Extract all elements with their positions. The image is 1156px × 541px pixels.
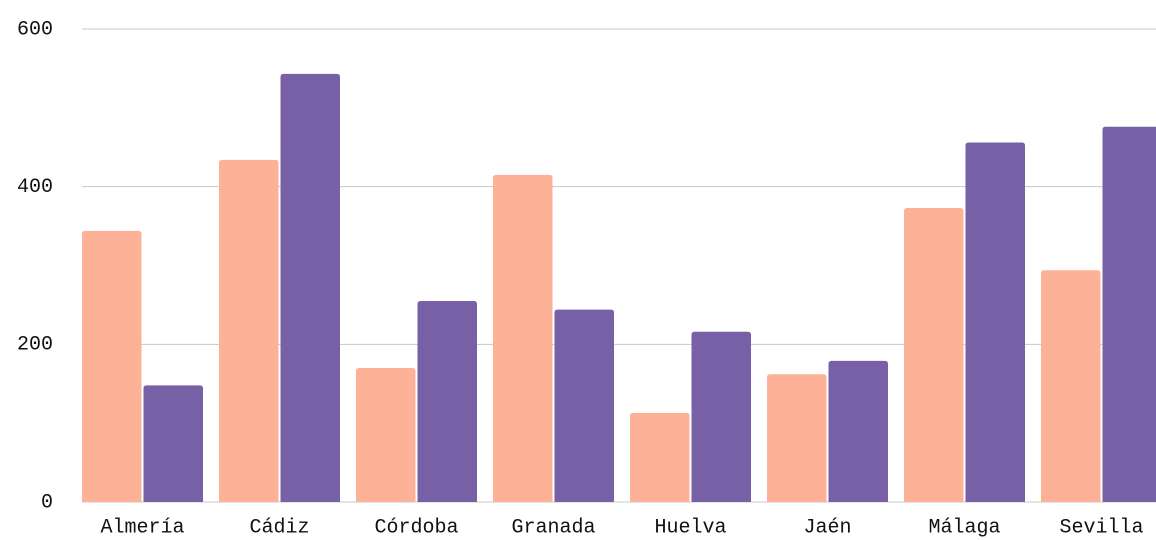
bar — [828, 360, 888, 502]
x-tick-label: Granada — [511, 516, 595, 539]
bar — [1041, 270, 1101, 502]
bar — [904, 207, 964, 502]
x-tick-label: Jaén — [803, 516, 851, 539]
bar — [82, 230, 142, 502]
x-tick-label: Cádiz — [249, 516, 309, 539]
y-tick-label: 600 — [17, 18, 53, 41]
x-tick-label: Sevilla — [1059, 516, 1143, 539]
bar — [143, 385, 203, 502]
bar — [965, 142, 1025, 502]
y-tick-label: 0 — [41, 491, 53, 514]
bar — [280, 73, 340, 502]
bar — [417, 300, 477, 502]
bar — [1102, 126, 1156, 502]
bar — [767, 374, 827, 502]
bar — [356, 367, 416, 502]
bar — [554, 309, 614, 502]
y-tick-label: 200 — [17, 334, 53, 357]
x-tick-label: Almería — [100, 516, 184, 539]
bar — [691, 331, 751, 502]
x-tick-label: Málaga — [928, 516, 1000, 539]
y-tick-label: 400 — [17, 176, 53, 199]
bar — [630, 412, 690, 502]
bar — [219, 159, 279, 502]
x-tick-label: Córdoba — [374, 516, 458, 539]
bar — [493, 174, 553, 502]
x-tick-label: Huelva — [654, 516, 726, 539]
